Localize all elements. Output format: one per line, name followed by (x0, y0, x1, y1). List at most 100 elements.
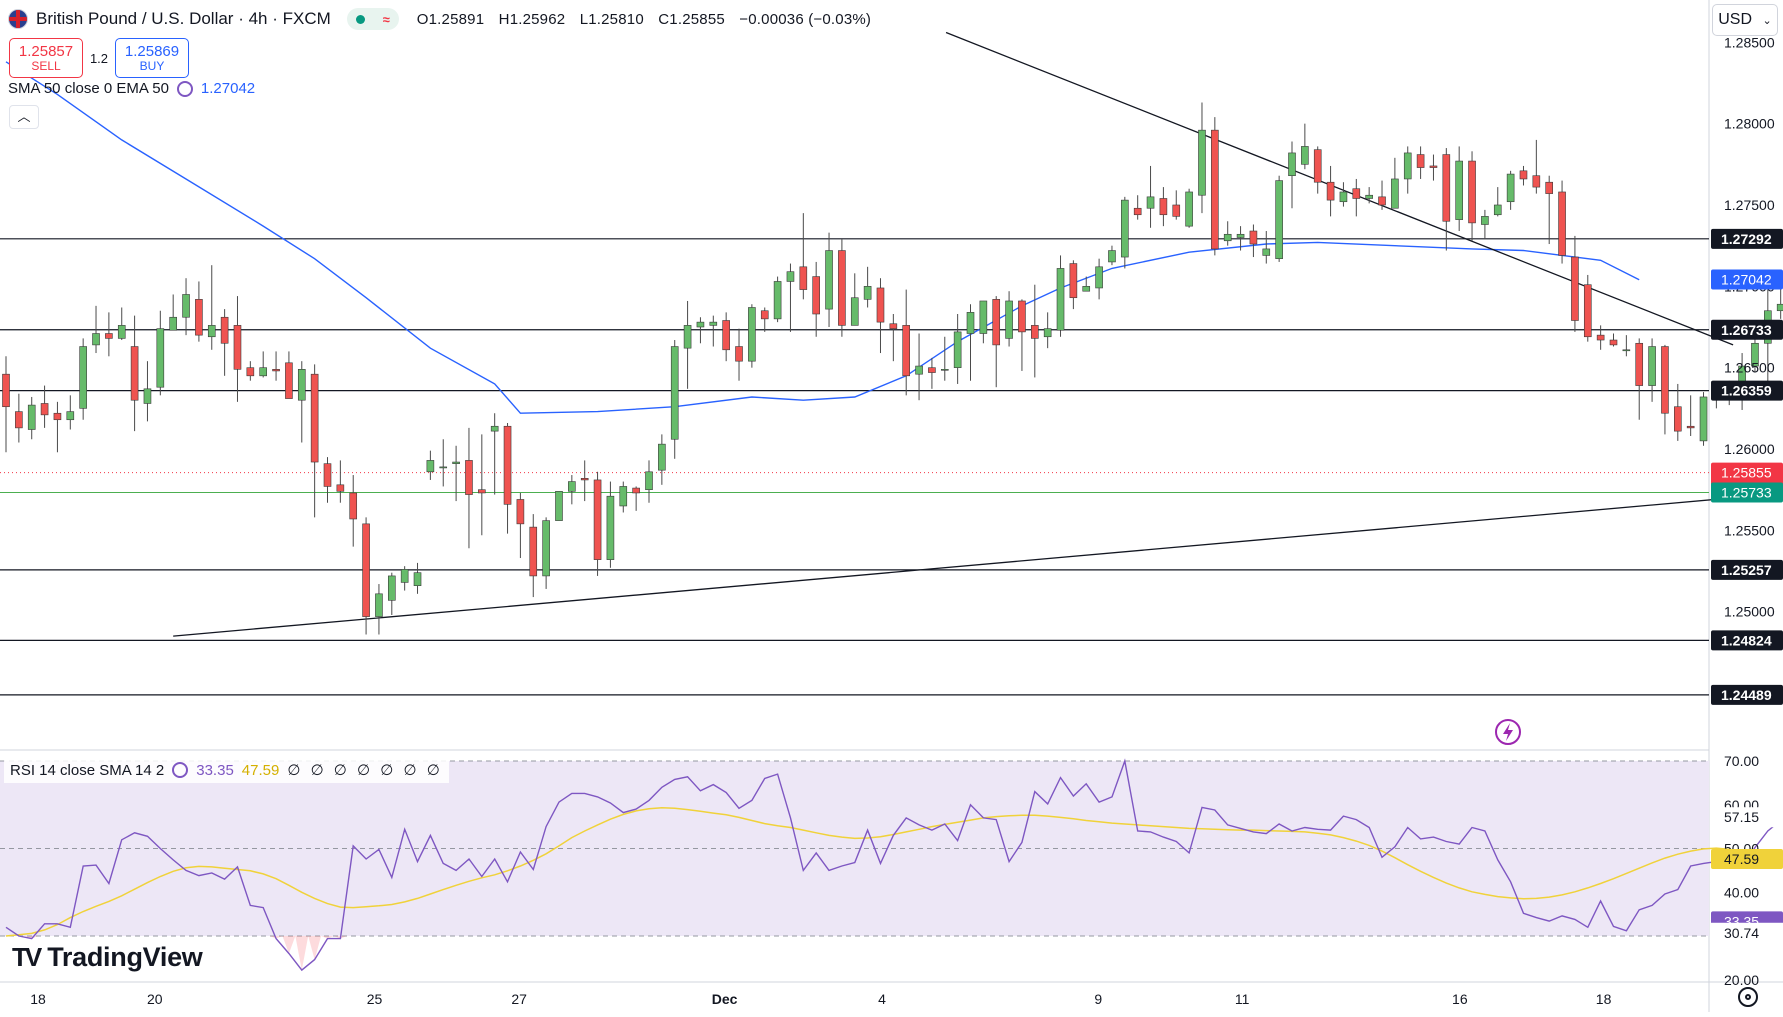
candle-body (1391, 179, 1398, 208)
time-tick-label: 20 (147, 991, 163, 1007)
rsi-tag-label: 57.15 (1724, 809, 1759, 825)
candle-body (1198, 130, 1205, 195)
candle-body (826, 251, 833, 310)
rsi-tick-label: 70.00 (1724, 753, 1759, 769)
candle-body (671, 347, 678, 440)
rsi-tag-label: 30.74 (1724, 925, 1759, 941)
price-tick-label: 1.28000 (1724, 116, 1775, 132)
candle-body (607, 496, 614, 559)
rsi-empty-values: ∅ ∅ ∅ ∅ ∅ ∅ ∅ (287, 761, 442, 779)
buy-label: BUY (140, 60, 165, 73)
candle-body (1456, 161, 1463, 220)
candle-body (1031, 325, 1038, 338)
candle-body (993, 299, 1000, 345)
close-key: C (658, 11, 669, 28)
candle-body (1597, 335, 1604, 340)
candle-body (761, 311, 768, 319)
candle-body (800, 267, 807, 290)
buy-button[interactable]: 1.25869 BUY (115, 38, 189, 78)
level-tag-label: 1.27292 (1721, 231, 1772, 247)
candle-body (247, 368, 254, 376)
candle-body (851, 298, 858, 326)
candle-body (1134, 208, 1141, 215)
market-status-pill[interactable]: ≈ (347, 8, 399, 30)
sell-button[interactable]: 1.25857 SELL (9, 38, 83, 78)
time-tick-label: Dec (712, 991, 738, 1007)
candle-body (1083, 286, 1090, 291)
candle-body (1661, 347, 1668, 414)
candle-body (1160, 198, 1167, 214)
rsi-legend[interactable]: RSI 14 close SMA 14 2 33.35 47.59 ∅ ∅ ∅ … (4, 757, 449, 783)
price-tag-label: 1.25733 (1721, 484, 1772, 500)
candle-body (941, 369, 948, 370)
time-tick-label: 9 (1094, 991, 1102, 1007)
candle-body (1353, 189, 1360, 199)
gbp-usd-flag-icon (8, 9, 28, 29)
price-tick-label: 1.25000 (1724, 604, 1775, 620)
candle-body (555, 491, 562, 520)
market-open-icon (356, 15, 365, 24)
candle-body (80, 347, 87, 409)
candle-body (15, 412, 22, 428)
candle-body (633, 488, 640, 493)
candle-body (1006, 301, 1013, 338)
currency-label: USD (1718, 11, 1752, 29)
settings-gear-icon[interactable] (1738, 987, 1758, 1007)
candle-body (1186, 192, 1193, 226)
candle-body (1070, 264, 1077, 298)
sma-legend[interactable]: SMA 50 close 0 EMA 50 1.27042 (8, 80, 255, 97)
candle-body (144, 389, 151, 404)
candle-body (401, 569, 408, 582)
tradingview-logo[interactable]: TV TradingView (12, 942, 202, 973)
candle-body (517, 499, 524, 523)
candle-body (375, 594, 382, 617)
buy-price: 1.25869 (125, 44, 179, 60)
level-tag-label: 1.26359 (1721, 383, 1772, 399)
candle-body (684, 325, 691, 348)
sell-price: 1.25857 (19, 44, 73, 60)
candle-body (1237, 234, 1244, 237)
symbol-title[interactable]: British Pound / U.S. Dollar · 4h · FXCM (36, 9, 331, 29)
rsi-tick-label: 20.00 (1724, 972, 1759, 988)
candle-body (1584, 285, 1591, 337)
lightning-icon[interactable] (1496, 720, 1520, 744)
candle-body (813, 277, 820, 314)
candle-body (620, 486, 627, 506)
candle-body (118, 325, 125, 338)
candle-body (980, 301, 987, 334)
candle-body (1623, 350, 1630, 351)
time-tick-label: 11 (1235, 991, 1250, 1007)
candle-body (1469, 161, 1476, 223)
candle-body (736, 347, 743, 362)
candle-body (1121, 200, 1128, 257)
sell-label: SELL (31, 60, 60, 73)
candle-body (1366, 195, 1373, 198)
candle-body (903, 325, 910, 375)
candle-body (195, 299, 202, 335)
candle-body (1481, 216, 1488, 224)
brand-name: TradingView (47, 942, 202, 973)
candle-body (1276, 181, 1283, 259)
candle-body (311, 374, 318, 462)
candle-body (1559, 192, 1566, 255)
candle-body (427, 460, 434, 471)
candle-body (1018, 301, 1025, 332)
chevron-up-icon: ︿ (17, 109, 30, 124)
level-tag-label: 1.24489 (1721, 687, 1772, 703)
collapse-legend-button[interactable]: ︿ (9, 105, 39, 129)
price-tag-label: 1.27042 (1721, 272, 1772, 288)
candle-body (350, 493, 357, 519)
candle-body (1674, 407, 1681, 431)
candle-body (504, 426, 511, 504)
currency-select[interactable]: USD ⌄ (1712, 4, 1778, 36)
candle-body (131, 347, 138, 401)
candle-body (388, 576, 395, 600)
price-tick-label: 1.27500 (1724, 197, 1775, 213)
candle-body (1533, 176, 1540, 187)
chart-header: British Pound / U.S. Dollar · 4h · FXCM … (8, 6, 881, 32)
candle-body (93, 334, 100, 345)
candle-body (1430, 166, 1437, 168)
open-value: 1.25891 (429, 11, 485, 28)
